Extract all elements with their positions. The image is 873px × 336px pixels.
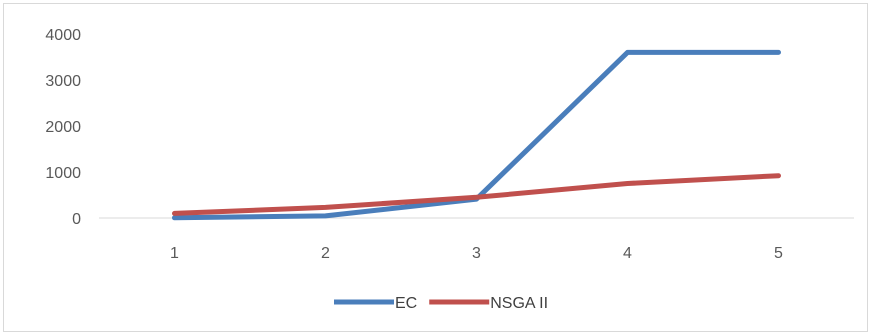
- legend-label-ec: EC: [395, 295, 417, 312]
- x-tick-label: 4: [623, 245, 632, 262]
- y-tick-label: 2000: [45, 119, 81, 136]
- series-lines: [172, 49, 781, 221]
- x-tick-label: 5: [774, 245, 783, 262]
- legend-label-nsga-ii: NSGA II: [490, 295, 548, 312]
- line-chart: 0 1000 2000 3000 4000 1 2 3 4 5 EC NSGA II: [45, 27, 854, 312]
- x-tick-label: 1: [170, 245, 179, 262]
- series-line-ec: [172, 49, 781, 221]
- y-tick-label: 3000: [45, 73, 81, 90]
- y-axis-tick-labels: 0 1000 2000 3000 4000: [45, 27, 81, 228]
- x-tick-label: 3: [472, 245, 481, 262]
- y-tick-label: 0: [72, 211, 81, 228]
- chart-frame: 0 1000 2000 3000 4000 1 2 3 4 5 EC NSGA II: [3, 3, 868, 332]
- series-line-nsga-ii: [172, 173, 781, 216]
- y-tick-label: 1000: [45, 165, 81, 182]
- y-tick-label: 4000: [45, 27, 81, 44]
- x-axis-tick-labels: 1 2 3 4 5: [170, 245, 783, 262]
- x-tick-label: 2: [321, 245, 330, 262]
- legend: EC NSGA II: [334, 295, 548, 312]
